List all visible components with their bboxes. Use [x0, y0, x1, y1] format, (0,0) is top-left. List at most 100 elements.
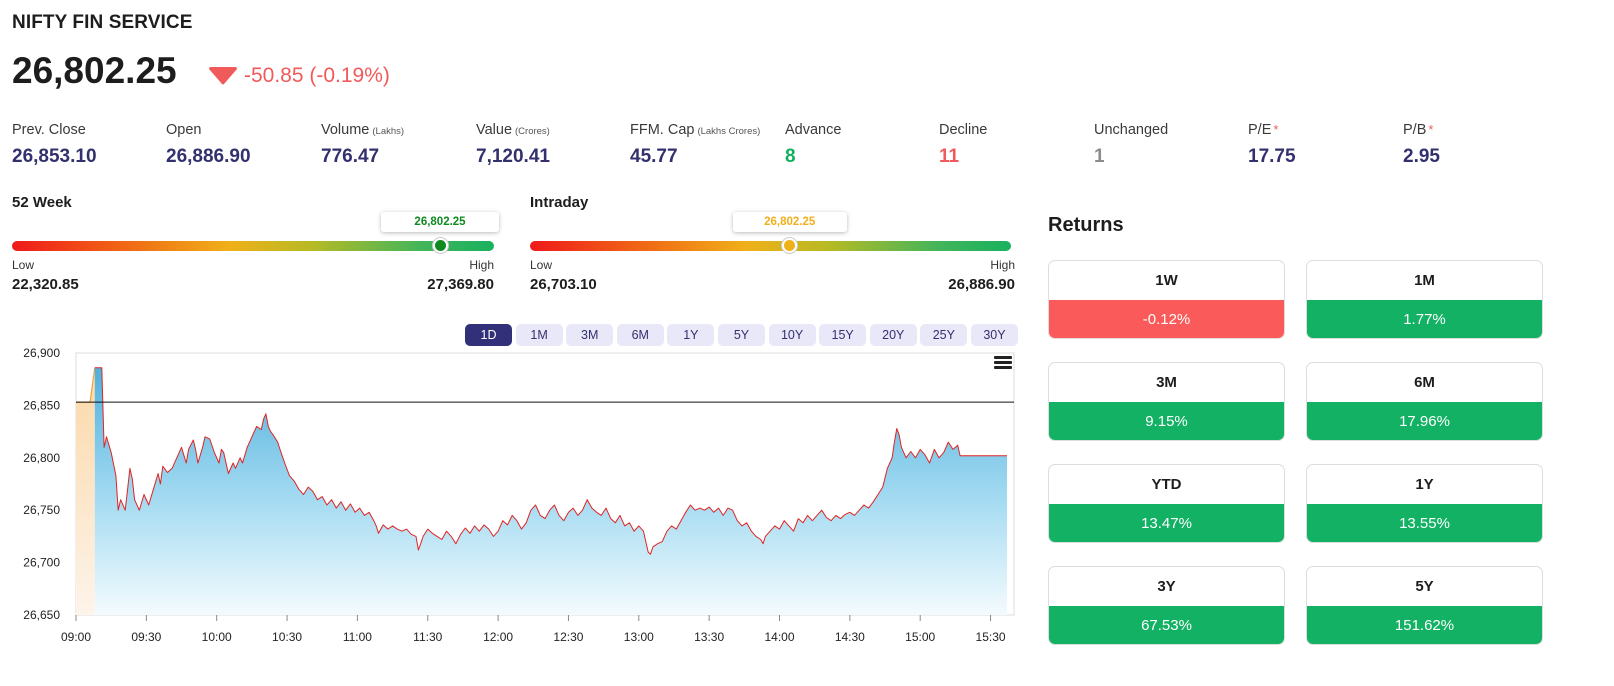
range-bar [530, 241, 1011, 251]
range-low-label: Low [12, 258, 35, 272]
returns-title: Returns [1048, 214, 1124, 236]
period-button-10y[interactable]: 10Y [768, 324, 816, 346]
y-tick-label: 26,900 [23, 346, 60, 360]
return-period: 1Y [1415, 476, 1434, 493]
period-button-3m[interactable]: 3M [566, 324, 614, 346]
stat-label: Value (Crores) [476, 122, 550, 138]
return-value: 13.47% [1049, 504, 1284, 542]
triangle-down-icon [209, 67, 237, 85]
stat-value: 26,853.10 [12, 146, 97, 167]
stat-label-text: Open [166, 122, 202, 138]
return-period: 1W [1155, 272, 1178, 289]
stat-asterisk: * [1428, 122, 1434, 137]
period-button-1y[interactable]: 1Y [667, 324, 715, 346]
range-current-tooltip: 26,802.25 [732, 212, 847, 232]
x-tick-label: 10:00 [202, 630, 232, 644]
stat-unchanged: Unchanged 1 [1094, 122, 1168, 168]
return-value: 67.53% [1049, 606, 1284, 644]
return-card-3m: 3M 9.15% [1048, 362, 1285, 441]
y-tick-label: 26,650 [23, 608, 60, 622]
current-price: 26,802.25 [12, 50, 177, 91]
y-tick-label: 26,700 [23, 556, 60, 570]
period-button-1d[interactable]: 1D [465, 324, 512, 346]
period-button-25y[interactable]: 25Y [920, 324, 968, 346]
hamburger-menu-icon[interactable] [994, 356, 1012, 371]
stat-asterisk: * [1273, 122, 1279, 137]
stat-unit: (Crores) [515, 126, 550, 137]
range-current-marker [432, 238, 448, 253]
stat-label-text: P/B [1403, 122, 1427, 138]
return-period: 5Y [1415, 578, 1434, 595]
period-button-15y[interactable]: 15Y [819, 324, 867, 346]
range-current-marker [782, 238, 798, 253]
price-line [94, 367, 1007, 555]
x-tick-label: 12:30 [553, 630, 583, 644]
stat-value: 17.75 [1248, 146, 1296, 167]
x-tick-label: 13:30 [694, 630, 724, 644]
stat-label-text: FFM. Cap [630, 122, 695, 138]
range-high-value: 27,369.80 [427, 276, 494, 293]
return-value: 9.15% [1049, 402, 1284, 440]
price-change: -50.85 (-0.19%) [208, 64, 390, 88]
return-value: 13.55% [1307, 504, 1542, 542]
x-tick-label: 15:00 [905, 630, 935, 644]
stat-label: Volume (Lakhs) [321, 122, 404, 138]
x-tick-label: 09:30 [131, 630, 161, 644]
index-name: NIFTY FIN SERVICE [12, 12, 193, 33]
stat-label: P/E * [1248, 122, 1296, 138]
stat-label-text: Advance [785, 122, 842, 138]
return-value: 151.62% [1307, 606, 1542, 644]
range-52-week: 52 Week 26,802.25 Low 22,320.85 High 27,… [12, 194, 500, 304]
stat-value: 8 [785, 146, 796, 167]
return-value: 1.77% [1307, 300, 1542, 338]
range-current-tooltip: 26,802.25 [381, 212, 500, 232]
price-area [94, 367, 1007, 615]
period-button-1m[interactable]: 1M [515, 324, 563, 346]
return-period: 6M [1414, 374, 1435, 391]
return-period: YTD [1151, 476, 1182, 493]
stat-value: 45.77 [630, 146, 678, 167]
y-tick-label: 26,750 [23, 503, 60, 517]
y-tick-label: 26,850 [23, 398, 60, 412]
stat-unit: (Lakhs Crores) [697, 126, 761, 137]
stat-label: P/B * [1403, 122, 1440, 138]
range-intraday: Intraday 26,802.25 Low 26,703.10 High 26… [530, 194, 1015, 304]
stat-value: Value (Crores) 7,120.41 [476, 122, 550, 168]
return-card-1m: 1M 1.77% [1306, 260, 1543, 339]
stat-label: FFM. Cap (Lakhs Crores) [630, 122, 760, 138]
period-button-6m[interactable]: 6M [616, 324, 664, 346]
return-value: -0.12% [1049, 300, 1284, 338]
return-value: 17.96% [1307, 402, 1542, 440]
stat-label: Prev. Close [12, 122, 97, 138]
x-tick-label: 14:30 [835, 630, 865, 644]
stat-value: 776.47 [321, 146, 380, 167]
range-low-value: 22,320.85 [12, 276, 79, 293]
range-low-label: Low [530, 258, 553, 272]
stat-decline: Decline 11 [939, 122, 987, 168]
stat-value: 7,120.41 [476, 146, 550, 167]
range-low-value: 26,703.10 [530, 276, 597, 293]
period-button-5y[interactable]: 5Y [717, 324, 765, 346]
stat-label-text: Unchanged [1094, 122, 1169, 138]
period-selector: 1D 1M 3M 6M 1Y 5Y 10Y 15Y 20Y 25Y 30Y [465, 324, 1022, 346]
range-bar [12, 241, 494, 251]
stat-p-e: P/E * 17.75 [1248, 122, 1296, 168]
stat-value: 1 [1094, 146, 1105, 167]
range-high-label: High [469, 258, 494, 272]
range-title: Intraday [530, 194, 589, 211]
x-tick-label: 10:30 [272, 630, 302, 644]
stat-label-text: Decline [939, 122, 988, 138]
return-period: 3Y [1157, 578, 1176, 595]
x-tick-label: 13:00 [624, 630, 654, 644]
range-high-value: 26,886.90 [948, 276, 1015, 293]
x-tick-label: 09:00 [61, 630, 91, 644]
return-card-6m: 6M 17.96% [1306, 362, 1543, 441]
x-tick-label: 14:00 [764, 630, 794, 644]
stat-label: Open [166, 122, 251, 138]
stat-open: Open 26,886.90 [166, 122, 251, 168]
period-button-30y[interactable]: 30Y [970, 324, 1018, 346]
return-card-5y: 5Y 151.62% [1306, 566, 1543, 645]
return-period: 3M [1156, 374, 1177, 391]
x-tick-label: 11:00 [343, 630, 372, 644]
period-button-20y[interactable]: 20Y [869, 324, 917, 346]
